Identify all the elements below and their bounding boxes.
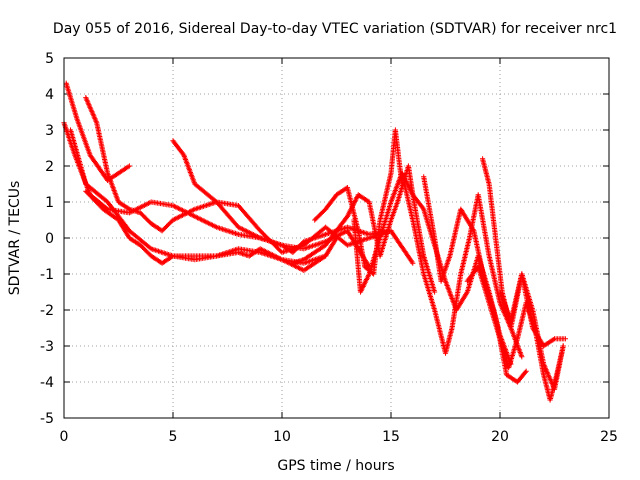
series-track-3 [67, 127, 329, 266]
x-tick-label: 0 [60, 429, 69, 445]
x-tick-label: 25 [600, 429, 618, 445]
y-tick-label: -5 [40, 411, 54, 427]
point-markers [170, 138, 416, 266]
x-tick-label: 20 [491, 429, 509, 445]
y-tick-label: 1 [45, 195, 54, 211]
chart-title: Day 055 of 2016, Sidereal Day-to-day VTE… [53, 21, 617, 37]
x-tick-label: 10 [273, 429, 291, 445]
point-markers [67, 127, 329, 266]
point-markers [399, 170, 525, 360]
series-track-6 [170, 138, 416, 266]
y-tick-label: -3 [40, 339, 54, 355]
series-track-1 [63, 80, 132, 183]
y-tick-label: 2 [45, 159, 54, 175]
y-tick-label: 4 [45, 87, 54, 103]
point-markers [312, 127, 405, 277]
y-tick-label: 0 [45, 231, 54, 247]
y-tick-label: -1 [40, 267, 54, 283]
data-points [61, 80, 568, 403]
point-markers [63, 80, 132, 183]
series-track-5 [83, 188, 340, 273]
point-markers [497, 271, 568, 349]
y-tick-label: 3 [45, 123, 54, 139]
point-markers [83, 188, 340, 273]
y-axis-label: SDTVAR / TECUs [7, 181, 23, 296]
series-track-8 [312, 127, 405, 277]
plot-frame [63, 57, 610, 419]
series-track-14 [497, 271, 568, 349]
y-tick-label: 5 [45, 51, 54, 67]
series-track-10 [399, 170, 525, 360]
y-tick-label: -2 [40, 303, 54, 319]
x-axis-label: GPS time / hours [277, 458, 394, 474]
x-tick-label: 15 [382, 429, 400, 445]
y-tick-label: -4 [40, 375, 54, 391]
x-tick-label: 5 [169, 429, 178, 445]
